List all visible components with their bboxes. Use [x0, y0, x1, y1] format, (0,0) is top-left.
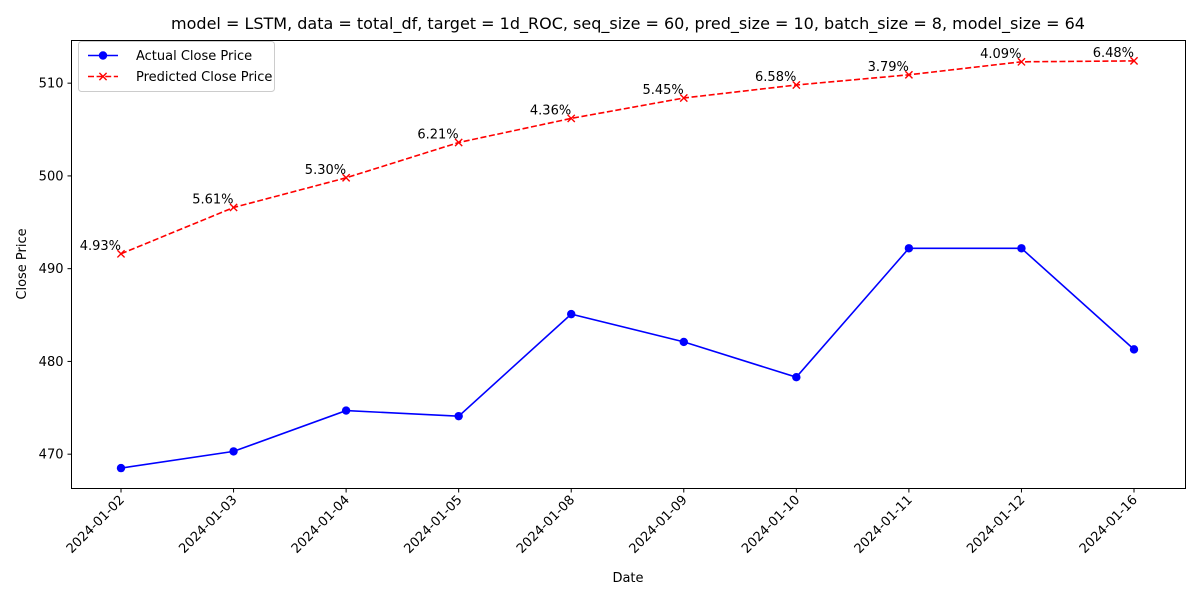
legend-label: Actual Close Price: [136, 49, 252, 64]
series-line-1: [120, 247, 1135, 469]
data-point: [904, 244, 914, 253]
data-point: [1017, 57, 1026, 66]
data-label: 4.93%: [80, 239, 121, 254]
plot-frame: [71, 40, 1186, 489]
x-axis-label: Date: [612, 571, 643, 586]
data-label: 5.30%: [305, 163, 346, 178]
data-point: [567, 309, 576, 319]
data-point: [116, 463, 126, 473]
data-label: 3.79%: [868, 60, 909, 75]
data-label: 5.61%: [192, 192, 233, 207]
series-line-2: [120, 60, 1135, 255]
data-point: [792, 80, 801, 90]
data-label: 4.36%: [530, 103, 571, 118]
x-tick-label: 2024-01-08: [514, 493, 578, 557]
plot-area: 4.93% 5.61% 5.30% 6.21% 4.36% 5.45% 6.58% 3.79%…: [80, 46, 1139, 473]
data-point: [454, 138, 463, 147]
x-tick-label: 2024-01-04: [289, 493, 353, 557]
legend-marker: [98, 72, 108, 81]
x-tick-label: 2024-01-11: [852, 493, 916, 557]
x-tick-label: 2024-01-02: [64, 493, 128, 557]
y-tick-label: 490: [39, 262, 64, 277]
data-label: 5.45%: [642, 83, 683, 98]
x-tick-label: 2024-01-05: [401, 493, 465, 557]
y-axis-label: Close Price: [15, 228, 30, 299]
x-axis: 2024-01-02 2024-01-03 2024-01-04 2024-01-05…: [64, 488, 1141, 557]
legend-marker: [98, 51, 108, 60]
x-tick-label: 2024-01-16: [1077, 493, 1141, 557]
data-point: [792, 372, 801, 382]
data-point: [1129, 345, 1139, 354]
x-tick-label: 2024-01-12: [964, 493, 1028, 557]
x-tick-label: 2024-01-09: [627, 493, 691, 557]
data-point: [1017, 244, 1026, 253]
data-point: [116, 249, 126, 258]
data-label: 6.48%: [1093, 46, 1134, 61]
y-tick-label: 510: [39, 77, 64, 92]
data-point: [454, 411, 463, 421]
legend-label: Predicted Close Price: [136, 70, 272, 85]
x-tick-label: 2024-01-03: [176, 493, 240, 557]
chart-title: model = LSTM, data = total_df, target = …: [171, 14, 1085, 34]
legend: Actual Close Price Predicted Close Price: [78, 41, 275, 92]
y-tick-label: 500: [39, 169, 64, 184]
x-tick-label: 2024-01-10: [739, 493, 803, 557]
data-label: 4.09%: [980, 47, 1021, 62]
data-point: [341, 406, 351, 415]
data-point: [679, 337, 688, 347]
data-point: [229, 203, 238, 212]
data-point: [229, 447, 238, 456]
y-tick-label: 480: [39, 355, 64, 370]
y-tick-label: 470: [39, 448, 64, 463]
y-axis: 470 480 490 500 510: [39, 77, 72, 463]
data-point: [567, 114, 576, 123]
data-point: [904, 70, 913, 79]
data-label: 6.58%: [755, 70, 796, 85]
data-label: 6.21%: [417, 128, 458, 143]
legend-box: [78, 41, 275, 92]
data-point: [679, 93, 688, 103]
data-point: [1129, 56, 1139, 66]
data-point: [342, 173, 351, 182]
